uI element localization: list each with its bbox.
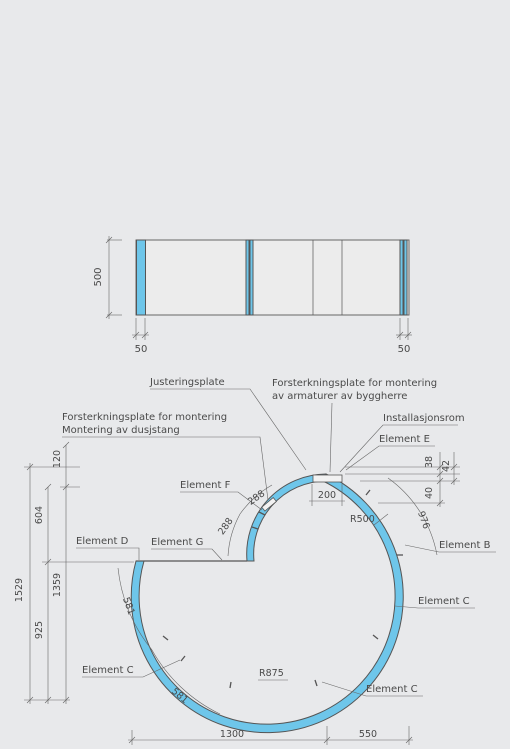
dim-1529: 1529: [14, 578, 25, 602]
dim-288-lower: 288: [216, 516, 235, 537]
dim-976: 976: [415, 510, 432, 531]
elevation-left-dim: 50: [135, 344, 148, 355]
plan-view: Justeringsplate Forsterkningsplate for m…: [14, 377, 496, 745]
elevation-panel-mid-1: [245, 239, 250, 316]
dim-1359: 1359: [52, 573, 63, 597]
dim-1300: 1300: [220, 729, 244, 740]
elevation-panel-right-2: [403, 239, 408, 316]
dim-550: 550: [359, 729, 377, 740]
reinforcement-plate-shower: [261, 496, 277, 512]
elevation-height-dim: 500: [93, 267, 104, 286]
dim-38: 38: [424, 456, 435, 468]
elevation-panel-mid-2: [249, 239, 254, 316]
elevation-view: 500 50 50: [93, 236, 412, 355]
dim-120: 120: [52, 450, 63, 468]
label-forsterkning-armatur-1: Forsterkningsplate for montering: [272, 378, 437, 389]
label-justeringsplate: Justeringsplate: [149, 377, 225, 388]
label-element-d: Element D: [76, 536, 129, 547]
dim-r500: R500: [350, 514, 375, 525]
label-forsterkning-dusj-2: Montering av dusjstang: [62, 425, 180, 436]
dim-200: 200: [318, 490, 336, 501]
label-forsterkning-dusj-1: Forsterkningsplate for montering: [62, 412, 227, 423]
label-element-b: Element B: [439, 540, 491, 551]
elevation-panel-left: [136, 239, 146, 316]
label-element-e: Element E: [379, 434, 430, 445]
label-installasjonsrom: Installasjonsrom: [383, 413, 465, 424]
inner-curved-wall: [246, 473, 327, 562]
label-element-c-right: Element C: [418, 596, 470, 607]
elevation-outline: [135, 239, 410, 316]
label-element-f: Element F: [180, 480, 231, 491]
label-element-g: Element G: [151, 537, 203, 548]
elevation-right-dim: 50: [398, 344, 411, 355]
reinforcement-plate-top: [312, 474, 343, 483]
dim-604: 604: [34, 506, 45, 524]
label-forsterkning-armatur-2: av armaturer av byggherre: [272, 391, 407, 402]
elevation-panel-right-1: [399, 239, 404, 316]
dim-r875: R875: [259, 668, 284, 679]
dim-40: 40: [424, 487, 435, 499]
label-element-c-left: Element C: [82, 665, 134, 676]
dim-42: 42: [441, 460, 452, 472]
dim-925: 925: [34, 621, 45, 639]
label-element-c-bottom: Element C: [366, 684, 418, 695]
